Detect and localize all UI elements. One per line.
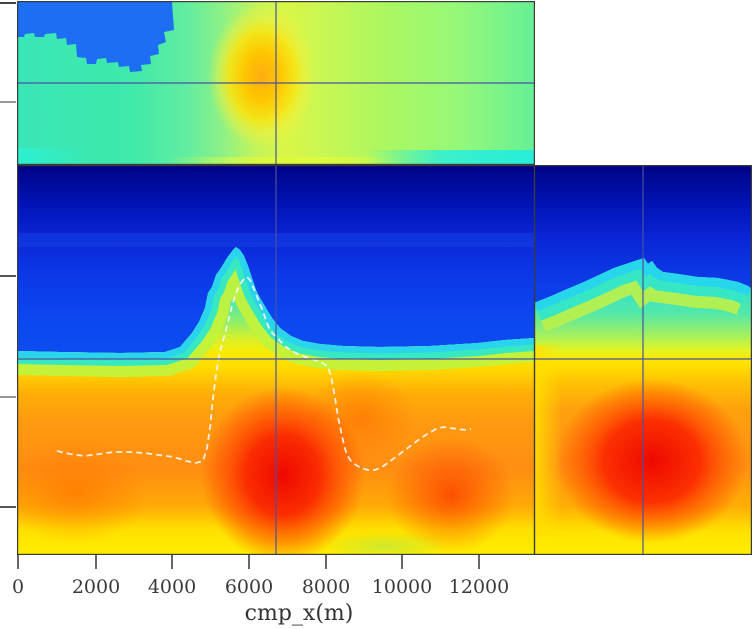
left-axis-tick: [0, 2, 16, 4]
x-tick-label: 10000: [371, 576, 433, 598]
x-tick-label: 2000: [71, 576, 121, 598]
top-panel-lime-bottom-band: [167, 157, 407, 165]
x-tick: [401, 555, 403, 569]
x-tick: [95, 555, 97, 569]
horizon-dashed-curve: [56, 275, 472, 471]
left-axis-tick: [0, 506, 16, 508]
top-panel-cyan-edge-left: [17, 148, 89, 165]
x-tick: [325, 555, 327, 569]
side-panel-border: [534, 165, 752, 555]
front-bottom-green-tint: [321, 532, 449, 555]
front-seafloor-band-cyan: [17, 247, 535, 360]
top-slice-panel: [17, 1, 535, 165]
front-hot-left: [17, 440, 149, 544]
x-tick-label: 8000: [301, 576, 351, 598]
x-axis-title: cmp_x(m): [244, 601, 354, 626]
top-panel-blue-patch: [17, 2, 174, 72]
top-panel-cyan-edge-right: [367, 150, 535, 165]
x-tick: [478, 555, 480, 569]
x-tick-label: 4000: [147, 576, 197, 598]
left-axis-tick: [0, 396, 16, 398]
side-hot-main: [556, 379, 748, 543]
left-axis-tick: [0, 275, 16, 277]
top-panel-border: [17, 1, 535, 165]
front-hot-main: [201, 387, 365, 555]
front-section-panel: [17, 165, 535, 555]
x-tick-label: 0: [11, 576, 25, 598]
x-tick: [17, 555, 19, 569]
x-tick-label: 6000: [224, 576, 274, 598]
x-tick: [248, 555, 250, 569]
x-tick-label: 12000: [448, 576, 510, 598]
top-panel-hot-anomaly: [208, 4, 316, 148]
side-left-yellow-strip: [534, 345, 562, 537]
front-hot-right: [387, 437, 515, 553]
side-section-panel: [534, 165, 752, 555]
left-axis-tick: [0, 101, 16, 103]
x-tick: [171, 555, 173, 569]
